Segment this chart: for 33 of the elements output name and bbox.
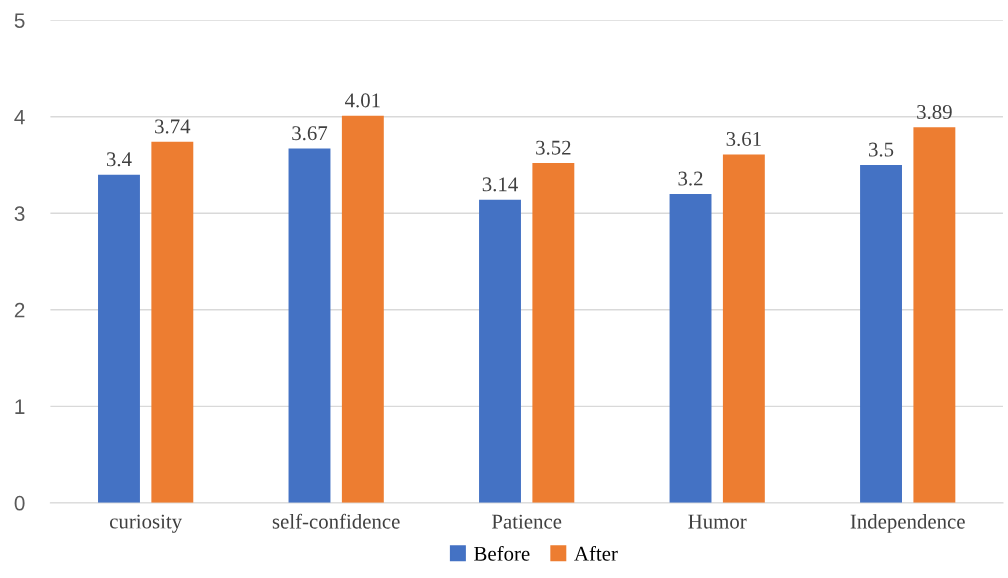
x-tick-label: Humor: [688, 514, 747, 529]
bar: [479, 199, 521, 503]
x-tick-label: self-confidence: [272, 513, 400, 529]
bar: [669, 193, 712, 503]
data-label: 3.89: [917, 104, 952, 120]
data-label: 4.01: [345, 93, 380, 108]
data-label: 3.5: [869, 142, 894, 157]
data-label: 3.61: [726, 132, 761, 147]
y-tick-label: 3: [14, 206, 25, 222]
y-tick-label: 4: [14, 109, 25, 125]
bar: [913, 127, 956, 503]
y-tick-label: 2: [14, 302, 25, 318]
x-tick-label: Patience: [491, 514, 562, 529]
bar: [341, 115, 384, 503]
data-label: 3.2: [678, 171, 703, 186]
bar: [860, 165, 902, 503]
data-label: 3.52: [536, 140, 571, 155]
legend-label: After: [574, 545, 618, 561]
data-label: 3.74: [155, 119, 191, 134]
x-tick-label: Independence: [850, 513, 965, 533]
data-label: 3.4: [106, 152, 132, 167]
legend-label: Before: [474, 545, 530, 561]
bar: [98, 174, 140, 503]
bar: [151, 141, 194, 503]
y-tick-label: 1: [15, 399, 25, 414]
y-tick-label: 5: [14, 13, 25, 28]
bar: [532, 163, 575, 503]
x-tick-label: curiosity: [110, 514, 183, 533]
y-tick-label: 0: [14, 495, 25, 511]
data-label: 3.14: [482, 177, 518, 192]
bar: [722, 154, 765, 503]
data-label: 3.67: [292, 126, 328, 141]
bar: [288, 148, 331, 503]
